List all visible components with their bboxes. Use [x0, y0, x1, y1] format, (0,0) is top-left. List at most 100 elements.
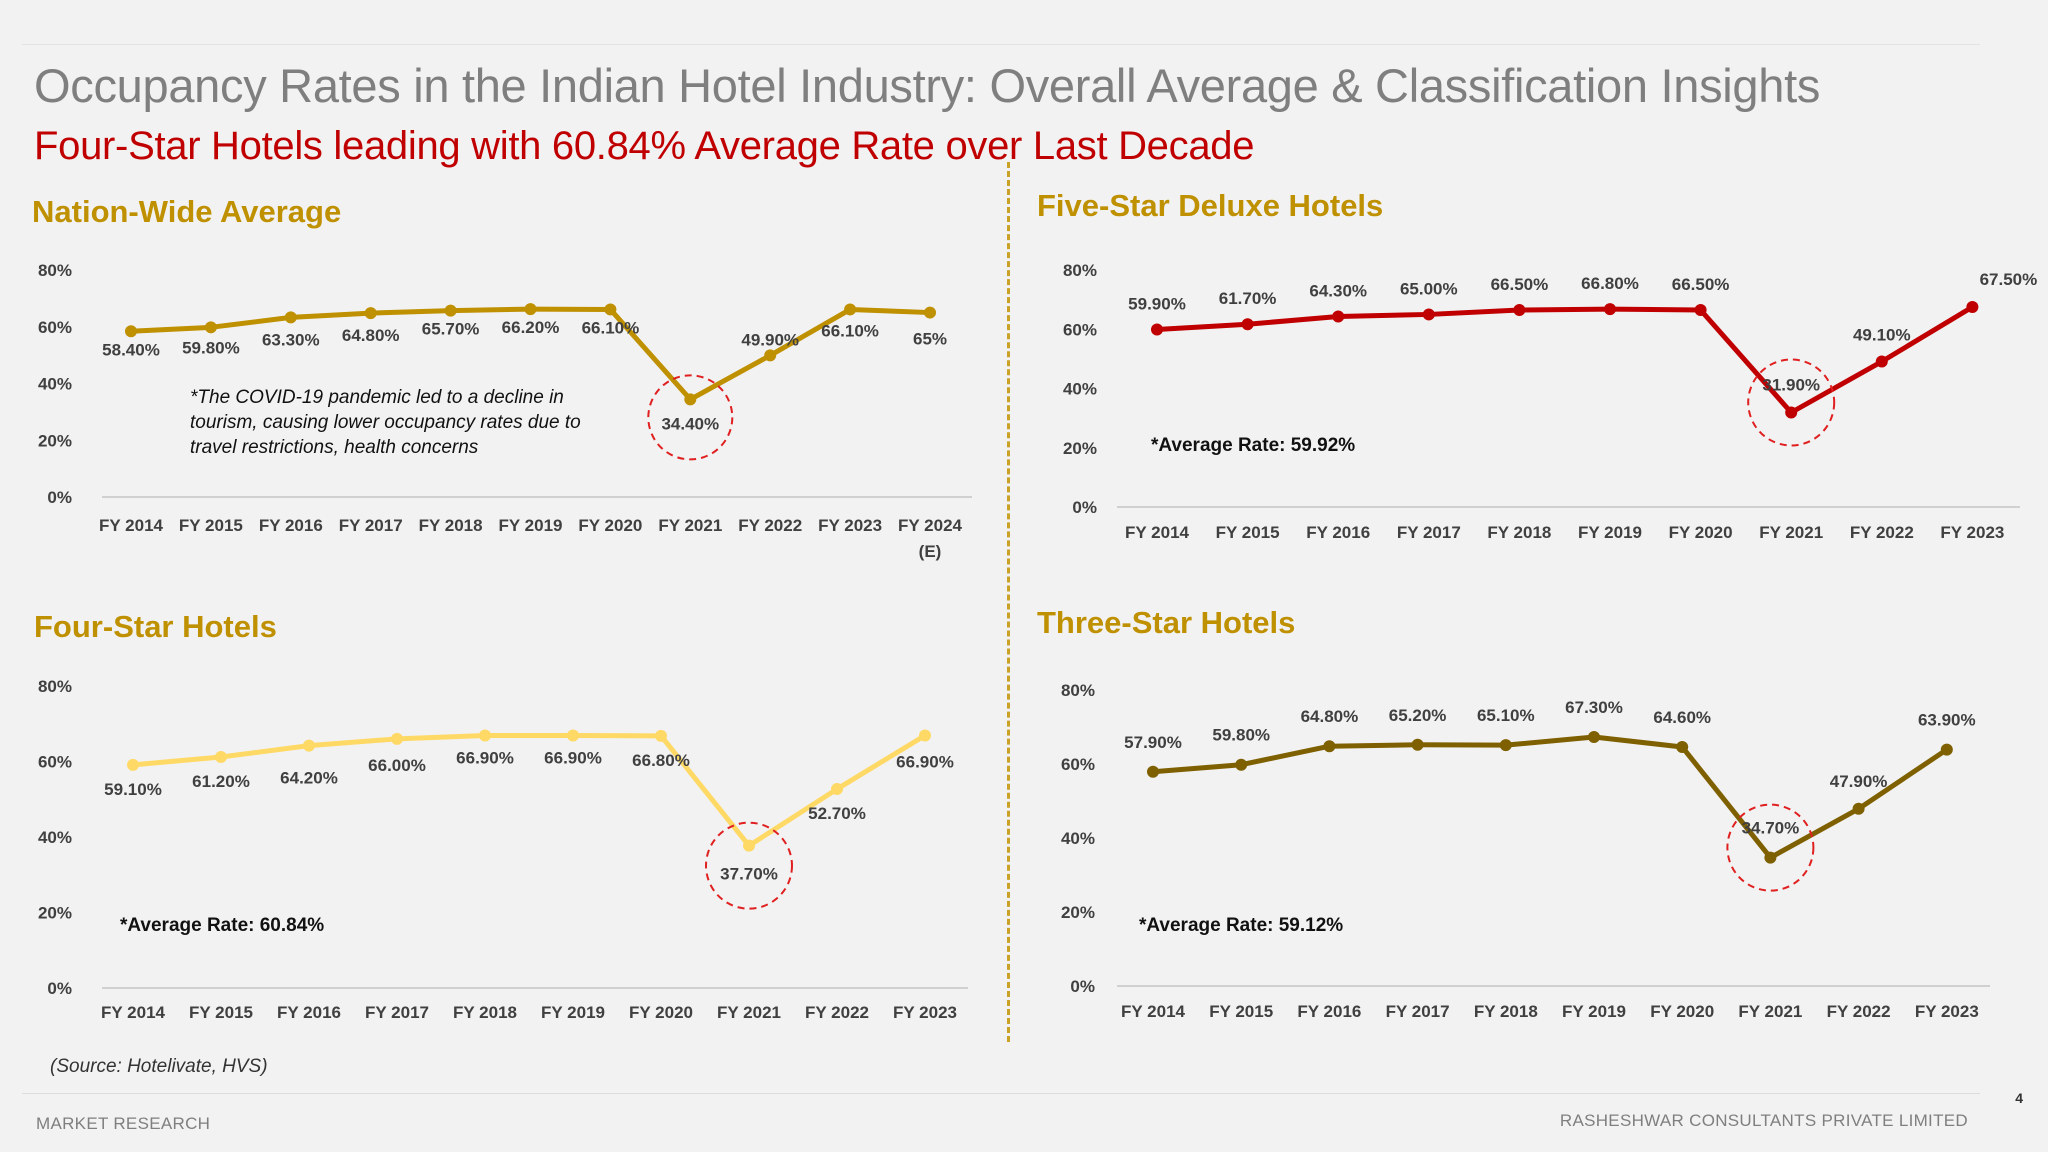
x-tick-label: FY 2014	[101, 1003, 166, 1022]
x-tick-label: FY 2023	[1940, 523, 2004, 542]
data-label: 59.90%	[1128, 295, 1186, 314]
x-tick-label: FY 2020	[578, 516, 642, 535]
y-tick-label: 0%	[47, 488, 72, 507]
nationwide-chart: 0% 20% 40% 60% 80% FY 2014 FY 2015 FY 2016 FY 20…	[38, 261, 972, 561]
data-point	[1323, 740, 1336, 753]
average-rate-label: *Average Rate: 59.92%	[1151, 435, 1355, 456]
x-tick-label: FY 2019	[1562, 1002, 1626, 1021]
data-label: 64.80%	[1301, 707, 1359, 726]
x-tick-label: FY 2022	[1827, 1002, 1891, 1021]
panel-divider	[1007, 162, 1010, 1042]
data-label: 66.90%	[896, 752, 954, 771]
data-point	[1940, 743, 1953, 756]
y-tick-label: 20%	[38, 904, 72, 923]
highlight-circle	[1747, 358, 1836, 447]
x-tick-label: FY 2017	[365, 1003, 429, 1022]
data-point	[1676, 740, 1689, 753]
footer-right: RASHESHWAR CONSULTANTS PRIVATE LIMITED	[1559, 1111, 1968, 1130]
top-rule	[22, 44, 1980, 45]
covid-note-line: tourism, causing lower occupancy rates d…	[190, 412, 581, 433]
data-point	[919, 729, 931, 742]
data-label: 49.10%	[1853, 326, 1911, 345]
data-point	[604, 303, 617, 316]
data-point	[1147, 765, 1159, 778]
five-star-deluxe-title: Five-Star Deluxe Hotels	[1037, 188, 1384, 223]
data-point	[204, 321, 217, 334]
y-tick-label: 80%	[1063, 261, 1097, 280]
data-label: 66.80%	[1581, 274, 1639, 293]
data-label: 63.90%	[1918, 711, 1976, 730]
x-tick-label: FY 2020	[629, 1003, 693, 1022]
data-point	[684, 393, 697, 406]
data-point	[1151, 323, 1163, 336]
five-star-deluxe-panel: Five-Star Deluxe Hotels 0% 20% 40% 60% 80% FY…	[1025, 188, 2037, 570]
data-label: 34.40%	[661, 414, 719, 433]
data-label: 66.20%	[502, 318, 560, 337]
x-tick-label: FY 2022	[805, 1003, 869, 1022]
data-label: 65.20%	[1389, 706, 1447, 725]
data-label: 34.70%	[1742, 819, 1800, 838]
y-tick-label: 20%	[1061, 903, 1095, 922]
data-point	[1875, 355, 1888, 368]
data-label: 66.10%	[582, 318, 640, 337]
page-subtitle: Four-Star Hotels leading with 60.84% Ave…	[34, 124, 1255, 168]
data-label: 37.70%	[720, 865, 778, 884]
data-point	[1499, 739, 1512, 752]
x-tick-label: FY 2020	[1650, 1002, 1714, 1021]
page-title: Occupancy Rates in the Indian Hotel Indu…	[34, 59, 1821, 112]
data-label: 64.30%	[1309, 282, 1367, 301]
x-tick-label: FY 2021	[658, 516, 722, 535]
data-point	[1332, 310, 1345, 323]
data-point	[924, 306, 936, 319]
series-line	[130, 732, 928, 849]
four-star-panel: Four-Star Hotels 0% 20% 40% 60% 80% FY 2014 FY…	[0, 605, 1000, 1025]
data-label: 49.90%	[741, 330, 799, 349]
source-note: (Source: Hotelivate, HVS)	[50, 1056, 268, 1077]
four-star-chart: 0% 20% 40% 60% 80% FY 2014 FY 2015 FY 2016 FY 20…	[38, 677, 968, 1022]
data-label: 66.10%	[821, 321, 879, 340]
x-tick-label: FY 2017	[1397, 523, 1461, 542]
data-label: 64.20%	[280, 769, 338, 788]
data-point	[831, 783, 843, 796]
data-label: 64.80%	[342, 326, 400, 345]
nationwide-title: Nation-Wide Average	[32, 194, 342, 229]
highlight-circle	[705, 821, 793, 910]
data-point	[125, 325, 137, 338]
data-label: 66.80%	[632, 751, 690, 770]
data-point	[444, 304, 457, 317]
data-label: 66.90%	[544, 748, 602, 767]
x-tick-label: FY 2016	[1297, 1002, 1361, 1021]
x-tick-label: FY 2018	[419, 516, 483, 535]
data-point	[364, 307, 377, 320]
three-star-panel: Three-Star Hotels 0% 20% 40% 60% 80% FY 2014 F…	[1025, 605, 2025, 1025]
x-tick-label: FY 2021	[1759, 523, 1823, 542]
x-tick-label: FY 2016	[1306, 523, 1370, 542]
x-tick-label: FY 2019	[1578, 523, 1642, 542]
footer-left: MARKET RESEARCH	[36, 1114, 211, 1133]
x-tick-label: FY 2014	[99, 516, 164, 535]
x-tick-label: FY 2023	[818, 516, 882, 535]
data-label: 67.30%	[1565, 698, 1623, 717]
data-label: 66.00%	[368, 756, 426, 775]
covid-note-line: travel restrictions, health concerns	[190, 437, 479, 458]
data-point	[524, 303, 537, 316]
three-star-title: Three-Star Hotels	[1037, 605, 1296, 640]
x-tick-label: FY 2021	[717, 1003, 781, 1022]
three-star-chart: 0% 20% 40% 60% 80% FY 2014 FY 2015 FY 2016 FY 20…	[1061, 681, 1990, 1021]
data-label: 59.10%	[104, 780, 162, 799]
data-point	[1235, 758, 1248, 771]
x-tick-label: FY 2017	[339, 516, 403, 535]
data-label: 57.90%	[1124, 733, 1182, 752]
data-point	[1966, 301, 1979, 314]
data-point	[303, 739, 315, 752]
y-tick-label: 20%	[1063, 439, 1097, 458]
highlight-circle	[647, 374, 734, 461]
data-point	[284, 311, 297, 324]
data-label: 31.90%	[1762, 375, 1820, 394]
data-point	[1764, 851, 1777, 864]
data-point	[391, 732, 403, 745]
x-tick-label: FY 2021	[1738, 1002, 1802, 1021]
data-point	[743, 839, 755, 852]
five-star-deluxe-chart: 0% 20% 40% 60% 80% FY 2014 FY 2015 FY 2016 FY 20…	[1063, 261, 2037, 542]
data-label: 61.70%	[1219, 289, 1277, 308]
